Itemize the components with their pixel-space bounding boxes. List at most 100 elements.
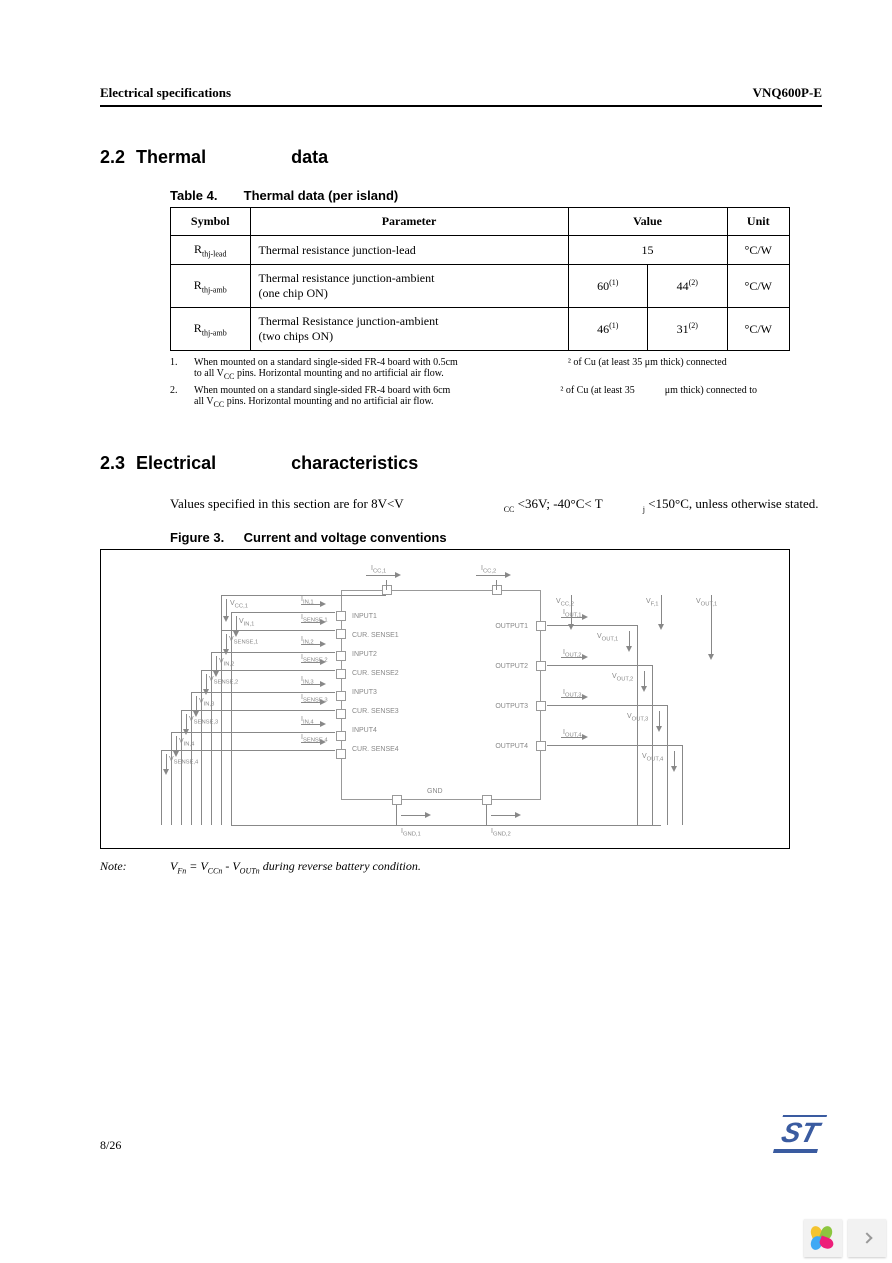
petal-icon: [811, 1226, 835, 1250]
pin-vcc2: [492, 585, 502, 595]
chip-pin-label: INPUT3: [352, 689, 377, 696]
chip-pin-label: CUR. SENSE3: [352, 708, 399, 715]
wire: [547, 745, 682, 746]
section-2-3-heading: 2.3 Electrical characteristics: [100, 453, 822, 474]
pin-l1: [336, 629, 346, 639]
wire: [547, 665, 652, 666]
i-top-1: [366, 575, 396, 576]
figure3-diagram: GND INPUT1CUR. SENSE1INPUT2CUR. SENSE2IN…: [100, 549, 790, 849]
wire: [667, 705, 668, 825]
pin-l0: [336, 611, 346, 621]
pin-vcc1: [382, 585, 392, 595]
pin-r3: [536, 741, 546, 751]
i-label: ISENSE,3: [301, 694, 328, 703]
table-header-row: Symbol Parameter Value Unit: [171, 208, 790, 236]
wire: [171, 732, 172, 825]
nt-g: during reverse battery condition.: [260, 859, 421, 873]
section-23-body: Values specified in this section are for…: [170, 494, 822, 516]
th-value: Value: [568, 208, 727, 236]
table4-footnotes: 1.When mounted on a standard single-side…: [170, 357, 790, 409]
th-parameter: Parameter: [250, 208, 568, 236]
v-label: VCC,1: [230, 600, 248, 609]
th-unit: Unit: [727, 208, 789, 236]
table4-num: Table 4.: [170, 188, 240, 203]
wire: [181, 710, 335, 711]
pin-l4: [336, 691, 346, 701]
cell-param: Thermal Resistance junction-ambient(two …: [250, 308, 568, 351]
wire: [221, 630, 335, 631]
chip-pin-label: OUTPUT3: [495, 703, 528, 710]
pin-l2: [336, 651, 346, 661]
gnd-rail: [231, 825, 661, 826]
viewer-logo-button[interactable]: [804, 1219, 842, 1257]
wire: [181, 710, 182, 825]
pin-l3: [336, 669, 346, 679]
wire: [161, 750, 162, 825]
section-2-2-heading: 2.2 Thermal data: [100, 147, 822, 168]
v-arrow: [166, 754, 167, 770]
i-label: IIN,3: [301, 676, 314, 685]
vout-label: VOUT,1: [597, 633, 618, 642]
wire: [191, 692, 335, 693]
vf1-arrow: [661, 595, 662, 625]
section-title-23b: characteristics: [291, 453, 418, 473]
chip-pin-label: OUTPUT1: [495, 623, 528, 630]
table4-caption: Table 4. Thermal data (per island): [170, 188, 822, 203]
i-label: ISENSE,1: [301, 614, 328, 623]
vf-lbl: VF,1: [646, 598, 658, 607]
ignd2-lbl: IGND,2: [491, 828, 511, 837]
cell-value: 44(2): [648, 265, 728, 308]
iout-label: IOUT,4: [563, 729, 581, 738]
wire: [637, 625, 638, 825]
vout-arrow: [659, 711, 660, 727]
v-label: VSENSE,3: [189, 716, 218, 725]
wire: [547, 625, 637, 626]
vout-arrow: [674, 751, 675, 767]
i-top-2: [476, 575, 506, 576]
nt-c: = V: [186, 859, 207, 873]
wire: [221, 595, 386, 596]
figure3-caption: Figure 3. Current and voltage convention…: [170, 530, 822, 545]
pin-r0: [536, 621, 546, 631]
ignd1: [401, 815, 426, 816]
gnd-label: GND: [427, 788, 443, 795]
w-vcc1: [386, 580, 387, 590]
gnd-w2: [486, 805, 487, 825]
note-text: VFn = VCCn - VOUTn during reverse batter…: [170, 859, 421, 875]
header-right: VNQ600P-E: [753, 85, 822, 101]
fig3-title: Current and voltage conventions: [244, 530, 447, 545]
table4: Symbol Parameter Value Unit Rthj-leadThe…: [170, 207, 790, 351]
chip-pin-label: INPUT2: [352, 651, 377, 658]
wire: [201, 670, 202, 825]
i-top-2-lbl: ICC,2: [481, 565, 496, 574]
v-arrow: [226, 599, 227, 617]
pin-l6: [336, 731, 346, 741]
vout-label: VOUT,4: [642, 753, 663, 762]
cell-value: 60(1): [568, 265, 648, 308]
wire: [231, 612, 335, 613]
pin-r1: [536, 661, 546, 671]
vout-label: VOUT,3: [627, 713, 648, 722]
vout-arrow: [629, 631, 630, 647]
i-label: IIN,2: [301, 636, 314, 645]
section-num: 2.2: [100, 147, 125, 167]
page-number: 8/26: [100, 1138, 121, 1153]
v-label: VSENSE,2: [209, 676, 238, 685]
v-label: VSENSE,4: [169, 756, 198, 765]
w-vcc2: [496, 580, 497, 590]
header-left: Electrical specifications: [100, 85, 231, 101]
ignd1-lbl: IGND,1: [401, 828, 421, 837]
pin-gnd2: [482, 795, 492, 805]
cell-unit: °C/W: [727, 265, 789, 308]
cell-symbol: Rthj-amb: [171, 308, 251, 351]
pin-gnd1: [392, 795, 402, 805]
cell-symbol: Rthj-amb: [171, 265, 251, 308]
footnote: 2.When mounted on a standard single-side…: [170, 385, 790, 409]
i-label: ISENSE,4: [301, 734, 328, 743]
next-page-button[interactable]: [848, 1219, 886, 1257]
st-logo: ST: [773, 1115, 827, 1153]
wire: [547, 705, 667, 706]
i-label: IIN,4: [301, 716, 314, 725]
chevron-right-icon: [861, 1232, 872, 1243]
chip-pin-label: OUTPUT2: [495, 663, 528, 670]
